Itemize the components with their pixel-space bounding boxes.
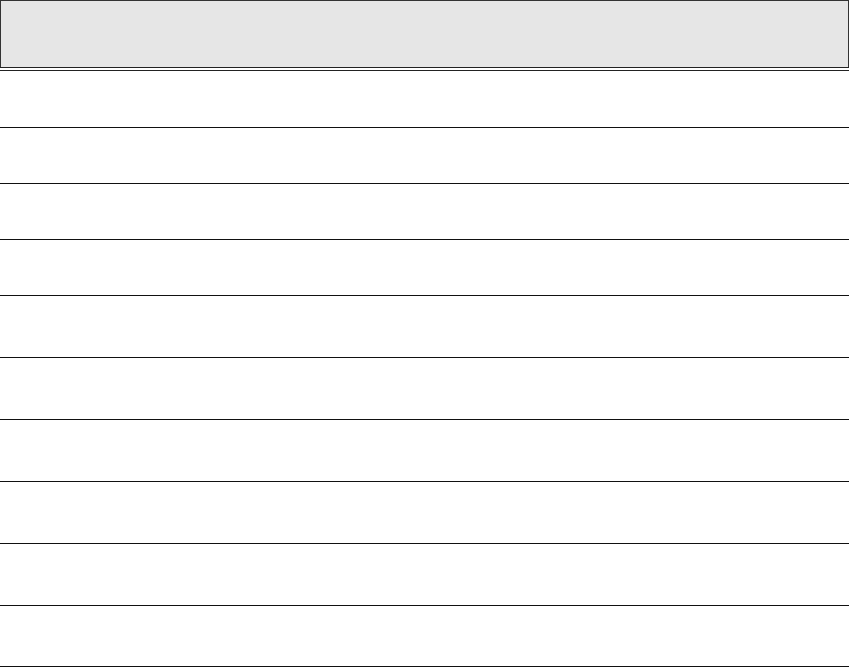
table-header [0, 0, 849, 68]
